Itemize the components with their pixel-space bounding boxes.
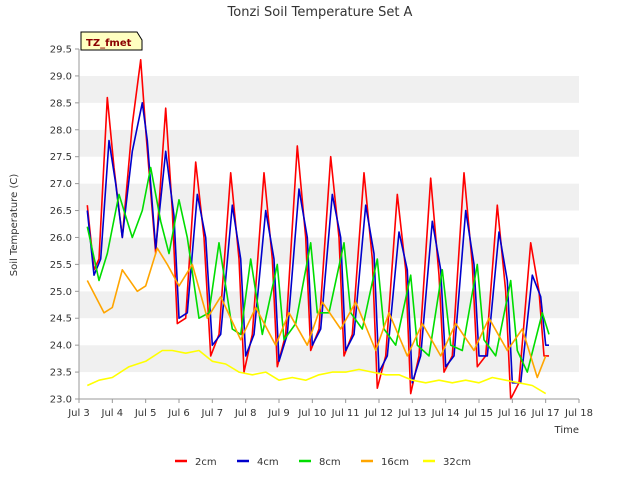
x-tick-label: Jul 16 (497, 408, 526, 419)
x-tick-label: Jul 13 (397, 408, 426, 419)
legend-label: 2cm (195, 457, 217, 468)
x-tick-label: Jul 4 (101, 408, 124, 419)
y-tick-label: 28.5 (50, 98, 72, 109)
series-layer (86, 58, 550, 400)
grid-band (79, 75, 579, 103)
series-line-32cm (86, 349, 547, 395)
y-tick-label: 29.5 (50, 45, 72, 56)
site-badge-label: TZ_fmet (86, 38, 132, 49)
site-badge: TZ_fmet (80, 31, 143, 51)
x-tick-label: Jul 17 (531, 408, 560, 419)
legend-label: 4cm (257, 457, 279, 468)
y-tick-label: 24.5 (50, 314, 72, 325)
x-tick-label: Jul 18 (564, 408, 593, 419)
x-axis-label: Time (554, 425, 579, 436)
grid-band (79, 345, 579, 373)
x-tick-label: Jul 15 (464, 408, 493, 419)
legend-label: 8cm (319, 457, 341, 468)
y-tick-label: 25.0 (50, 287, 72, 298)
y-tick-label: 24.0 (50, 341, 72, 352)
grid-band (79, 49, 579, 76)
y-tick-label: 26.0 (50, 233, 72, 244)
axes: 23.0 23.5 24.0 24.5 25.0 25.5 26.0 26.5 27.0 27.5… (50, 45, 593, 420)
x-tick-label: Jul 9 (267, 408, 290, 419)
y-tick-label: 26.5 (50, 206, 72, 217)
y-tick-label: 25.5 (50, 260, 72, 271)
x-tick-label: Jul 10 (297, 408, 326, 419)
x-tick-label: Jul 5 (134, 408, 157, 419)
grid-band (79, 318, 579, 346)
grid-band (79, 129, 579, 157)
series-line-8cm (86, 166, 550, 373)
legend-label: 32cm (443, 457, 471, 468)
x-tick-label: Jul 14 (431, 408, 460, 419)
chart-title: Tonzi Soil Temperature Set A (227, 5, 413, 20)
y-tick-label: 23.5 (50, 368, 72, 379)
y-tick-label: 27.0 (50, 179, 72, 190)
grid-bands (79, 49, 579, 399)
x-tick-label: Jul 6 (167, 408, 190, 419)
grid-band (79, 102, 579, 130)
y-tick-label: 28.0 (50, 125, 72, 136)
x-tick-label: Jul 11 (331, 408, 360, 419)
x-tick-label: Jul 12 (364, 408, 393, 419)
legend-label: 16cm (381, 457, 409, 468)
y-tick-label: 23.0 (50, 395, 72, 406)
y-axis-label: Soil Temperature (C) (9, 174, 20, 277)
legend: 2cm 4cm 8cm 16cm 32cm (175, 457, 471, 468)
y-tick-label: 27.5 (50, 152, 72, 163)
x-tick-label: Jul 8 (234, 408, 257, 419)
x-tick-label: Jul 3 (67, 408, 90, 419)
y-tick-label: 29.0 (50, 71, 72, 82)
x-tick-label: Jul 7 (201, 408, 224, 419)
grid-band (79, 291, 579, 319)
grid-band (79, 372, 579, 399)
series-line-16cm (86, 247, 547, 379)
series-line-4cm (86, 102, 549, 384)
